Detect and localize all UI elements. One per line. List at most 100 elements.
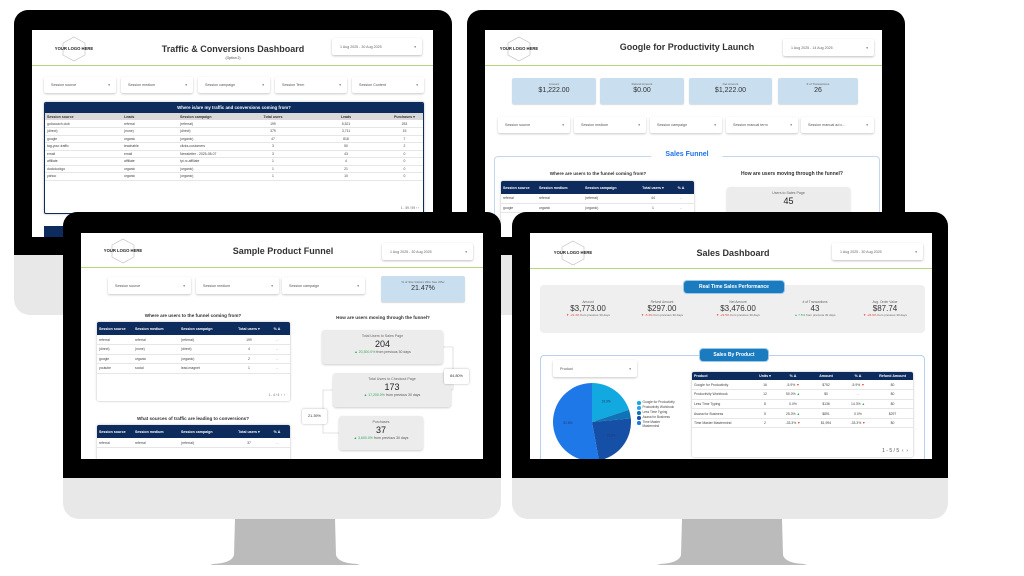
column-header[interactable]: Session campaign	[178, 113, 238, 120]
column-header[interactable]: Total users ▾	[638, 181, 668, 194]
filter-session-manual-term[interactable]: Session manual term ▾	[726, 117, 798, 133]
column-header[interactable]: Session campaign	[583, 181, 638, 194]
trend-up-icon: ▲	[794, 313, 799, 317]
table-header-row: Session source Session medium Session camp…	[501, 181, 694, 194]
column-header[interactable]: % Δ	[844, 372, 872, 380]
table-row[interactable]: gotocoach.club referral (referral) 199 5,521…	[45, 120, 423, 128]
pie-slice[interactable]	[592, 383, 630, 422]
chevron-right-icon[interactable]: ›	[417, 206, 419, 210]
table-row[interactable]: duckduckgo organic (organic) 1 21 0	[45, 165, 423, 173]
table-cell: $0	[872, 380, 913, 391]
chevron-left-icon[interactable]: ‹	[281, 393, 283, 397]
column-header[interactable]: Total users	[238, 113, 308, 120]
product-filter[interactable]: Product ▾	[553, 360, 637, 377]
column-header[interactable]: Session medium	[133, 322, 179, 335]
table-row[interactable]: Google for Productivity 16 -5.9% ▼ $752 -5.9…	[692, 380, 913, 391]
filter-session-source[interactable]: Session source ▾	[108, 277, 191, 294]
column-header[interactable]: % Δ	[264, 425, 290, 438]
cell-value: 50	[344, 144, 348, 149]
column-header[interactable]: Session source	[97, 322, 133, 335]
table-row[interactable]: referral referral (referral) 199 -	[97, 335, 290, 345]
table-cell: organic	[133, 354, 179, 364]
column-header[interactable]: Session medium	[133, 425, 179, 438]
table-row[interactable]: referral referral (referral) 37 -	[97, 438, 290, 448]
column-header[interactable]: Session medium	[537, 181, 583, 194]
legend-item[interactable]: Less Time Typing	[637, 411, 677, 415]
filter-session-term[interactable]: Session Term ▾	[275, 77, 347, 93]
chevron-right-icon[interactable]: ›	[906, 448, 908, 454]
table-cell: tag-your-traffic	[45, 142, 122, 151]
filter-session-content[interactable]: Session Content ▾	[352, 77, 424, 93]
table-row[interactable]: google organic (organic) 2 -	[97, 354, 290, 364]
table-row[interactable]: Less Time Typing 8 0.0% $136 14.3% ▲ $0	[692, 399, 913, 410]
table-row[interactable]: (direct) (none) (direct) 4 -	[97, 344, 290, 355]
date-range-picker[interactable]: 1 Aug 2025 - 30 Aug 2025 ▾	[382, 243, 473, 260]
pie-slice[interactable]	[592, 409, 631, 422]
date-range-picker[interactable]: 1 Aug 2025 - 14 Aug 2025 ▾	[783, 39, 874, 56]
legend-item[interactable]: Asana for Business	[637, 416, 677, 420]
conversions-table: Session source Session medium Session camp…	[97, 425, 290, 448]
trend-down-icon: ▼	[716, 313, 720, 317]
pie-slice[interactable]	[592, 418, 631, 459]
filter-session-campaign[interactable]: Session campaign ▾	[282, 277, 365, 294]
date-range-picker[interactable]: 1 Aug 2025 - 30 Aug 2025 ▾	[832, 243, 923, 260]
table-row[interactable]: referral referral (referral) 44 -	[501, 194, 694, 204]
table-cell: google	[97, 354, 133, 364]
conversion-rate-badge: 84.80%	[444, 369, 469, 384]
column-header[interactable]: Units ▾	[752, 372, 778, 380]
table-row[interactable]: affiliate affiliate tyt-rc-affiliate 1 4 0	[45, 157, 423, 166]
column-header[interactable]: Session source	[97, 425, 133, 438]
table-row[interactable]: Time Master Mastermind 2 -33.3% ▼ $1,994 -33…	[692, 418, 913, 429]
filter-session-medium[interactable]: Session medium ▾	[121, 77, 193, 93]
section-title: Sales Funnel	[651, 151, 723, 158]
column-header[interactable]: % Δ	[778, 372, 808, 380]
table-row[interactable]: email email Newsletter - 2025-08-07 3 43 0	[45, 150, 423, 158]
cell-value: 47	[271, 136, 275, 141]
column-header[interactable]: Total users ▾	[234, 322, 264, 335]
filter-session-medium[interactable]: Session medium ▾	[574, 117, 646, 133]
table-row[interactable]: google organic (organic) 47 818 7	[45, 135, 423, 143]
legend-swatch	[637, 421, 641, 425]
table-row[interactable]: youtube social lead-magnet 1 -	[97, 363, 290, 374]
filter-session-manual-ad-content[interactable]: Session manual ad c... ▾	[801, 117, 874, 133]
column-header[interactable]: Total users ▾	[234, 425, 264, 438]
filter-session-source[interactable]: Session source ▾	[498, 117, 570, 133]
table-cell: $752	[808, 380, 844, 391]
column-header[interactable]: Session source	[45, 113, 122, 120]
caret-down-icon: ▾	[416, 83, 418, 87]
chevron-right-icon[interactable]: ›	[283, 393, 285, 397]
column-header[interactable]: Refund Amount	[872, 372, 913, 380]
pie-slice[interactable]	[553, 383, 599, 459]
column-header[interactable]: Product	[692, 372, 752, 380]
table-pager[interactable]: 1 - 4 / 4 ‹ ›	[268, 393, 286, 397]
column-header[interactable]: Session source	[501, 181, 537, 194]
column-header[interactable]: Purchases ▾	[384, 113, 423, 120]
filter-session-medium[interactable]: Session medium ▾	[196, 277, 279, 294]
traffic-dashboard-screen: YOUR LOGO HERE Traffic & Conversions Das…	[32, 30, 433, 237]
table-row[interactable]: tag-your-traffic teachable clicks-customer…	[45, 142, 423, 151]
column-header[interactable]: % Δ	[668, 181, 694, 194]
column-header[interactable]: Amount	[808, 372, 844, 380]
filter-session-source[interactable]: Session source ▾	[44, 77, 116, 93]
legend-item[interactable]: Time Master Mastermind	[637, 421, 677, 428]
table-row[interactable]: yahoo organic (organic) 1 10 0	[45, 172, 423, 181]
column-header[interactable]: % Δ	[264, 322, 290, 335]
chevron-left-icon[interactable]: ‹	[415, 206, 418, 210]
table-row[interactable]: Asana for Business 5 25.0% ▲ $891 0.0% $297	[692, 408, 913, 419]
cell-value: organic	[124, 166, 136, 171]
column-header[interactable]: Session campaign	[179, 322, 234, 335]
table-pager[interactable]: 1 - 5 / 5 ‹ ›	[882, 448, 908, 454]
column-header[interactable]: Session campaign	[179, 425, 234, 438]
legend-item[interactable]: Productivity Workbook	[637, 405, 677, 410]
legend-item[interactable]: Google for Productivity	[637, 400, 677, 405]
chevron-left-icon[interactable]: ‹	[901, 448, 904, 454]
filter-session-campaign[interactable]: Session campaign ▾	[198, 77, 270, 93]
date-range-picker[interactable]: 1 Aug 2025 - 30 Aug 2025 ▾	[332, 38, 422, 55]
cell-value: (organic)	[180, 166, 194, 171]
filter-session-campaign[interactable]: Session campaign ▾	[650, 117, 722, 133]
table-pager[interactable]: 1 - 59 / 59 ‹ ›	[400, 206, 419, 210]
table-row[interactable]: (direct) (none) (direct) 379 3,711 15	[45, 127, 423, 136]
column-header[interactable]: Leads	[122, 113, 178, 120]
column-header[interactable]: Leads	[308, 113, 384, 120]
table-row[interactable]: Productivity Workbook 12 50.0% ▲ $0 - $0	[692, 389, 913, 400]
